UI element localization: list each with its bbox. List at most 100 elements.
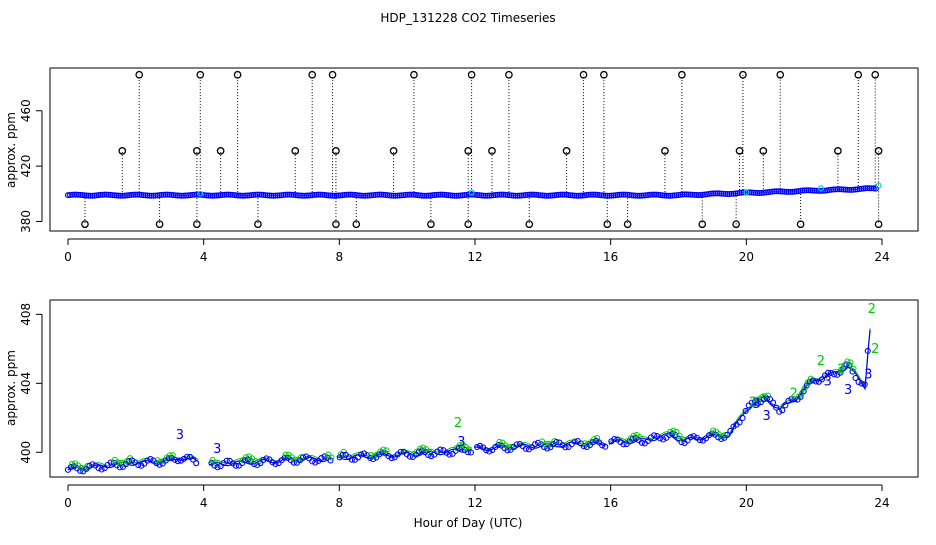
top-data-point (313, 191, 320, 198)
top-data-point (266, 192, 273, 199)
top-data-point (117, 192, 124, 199)
bottom-axes: 0 4 8 12 16 20 24 400 404 408 (19, 303, 890, 510)
top-data-point (769, 188, 776, 195)
bottom-data-point (156, 461, 163, 468)
top-data-point (862, 185, 869, 192)
top-data-point (740, 189, 747, 196)
spike-low-marker (796, 220, 805, 229)
spike-mid-marker (118, 147, 127, 155)
x-tick-label: 4 (200, 250, 208, 264)
top-data-point (174, 192, 181, 199)
bottom-data-point (327, 457, 334, 464)
top-data-point (728, 190, 735, 197)
top-data-point (250, 191, 257, 198)
bottom-data-point (339, 451, 346, 458)
bottom-data-point (531, 441, 539, 448)
spike-low-marker (427, 220, 435, 229)
marker-label-2: 2 (454, 416, 462, 431)
top-data-point (539, 192, 546, 199)
top-data-point (813, 187, 820, 194)
bottom-data-point (370, 456, 377, 463)
spike-low-marker (464, 220, 473, 229)
top-data-point (508, 192, 515, 199)
bottom-data-point (455, 445, 462, 452)
bottom-data-point (724, 431, 731, 438)
bottom-data-point (177, 457, 184, 464)
top-data-point (404, 191, 411, 198)
top-data-point (524, 191, 531, 198)
bottom-data-point (773, 404, 780, 411)
top-data-point (152, 192, 159, 199)
top-data-point (693, 192, 700, 199)
spike-mid-marker (291, 147, 300, 155)
top-data-point (651, 191, 658, 198)
bottom-data-point (211, 462, 218, 469)
top-data-point (178, 192, 185, 199)
top-data-point (421, 192, 428, 199)
top-data-point (746, 189, 753, 196)
top-data-point (718, 190, 725, 197)
bottom-data-point (473, 443, 481, 451)
bottom-data-point (357, 451, 365, 458)
top-data-point (528, 191, 535, 198)
top-data-point (687, 191, 694, 198)
marker-label-3: 3 (752, 397, 760, 412)
top-data-point (301, 192, 308, 199)
bottom-data-point (840, 365, 847, 372)
top-data-point (447, 192, 454, 199)
top-data-point (166, 191, 173, 198)
top-data-point (832, 186, 839, 193)
bottom-data-point (397, 448, 404, 455)
top-data-point (115, 192, 122, 199)
top-data-point (689, 191, 696, 198)
top-data-point (502, 191, 509, 198)
y-tick-label: 404 (19, 372, 33, 395)
bottom-data-point (193, 460, 200, 467)
top-data-point (649, 191, 656, 198)
bottom-plot-frame (49, 299, 919, 478)
bottom-data-point (602, 443, 609, 450)
top-data-point (585, 191, 592, 198)
chart-title: HDP_131228 CO2 Timeseries (380, 11, 555, 25)
spike-mid-marker (389, 147, 398, 155)
top-data-point (378, 191, 385, 198)
top-data-point (545, 192, 552, 199)
top-data-point (777, 188, 784, 195)
bottom-data-point (299, 454, 307, 461)
top-data-point (87, 192, 94, 199)
top-data-point (805, 187, 812, 194)
top-data-point (272, 192, 279, 199)
bottom-data-point (736, 419, 743, 426)
spike-high-marker (196, 70, 205, 79)
top-data-point (331, 192, 338, 199)
top-data-point (419, 192, 426, 199)
bottom-data-point (644, 437, 652, 445)
top-data-point (268, 192, 275, 199)
spike-high-marker (410, 70, 418, 79)
bottom-data-point-alt (548, 441, 555, 448)
top-data-point (561, 191, 568, 198)
marker-label-3: 3 (763, 409, 771, 424)
top-data-point (803, 187, 810, 194)
x-tick-label: 8 (336, 250, 344, 264)
bottom-data-point (522, 445, 529, 452)
bottom-data-point (825, 369, 832, 376)
top-data-point (577, 192, 584, 199)
top-data-point (237, 192, 244, 199)
top-data-point-alt (197, 190, 204, 197)
marker-label-2: 2 (837, 363, 845, 378)
bottom-data-point (126, 458, 133, 465)
top-data-point (817, 187, 824, 194)
spike-mid-marker (216, 147, 225, 155)
marker-label-3: 3 (824, 375, 832, 390)
bottom-data-point (553, 438, 560, 446)
top-data-point (380, 191, 387, 198)
bottom-data-point (260, 457, 267, 464)
top-data-point (573, 192, 580, 199)
top-data-point (376, 191, 383, 198)
bottom-data-point-alt (676, 432, 683, 439)
spike-high-marker (678, 70, 686, 79)
top-data-point (225, 191, 232, 198)
bottom-data-point (153, 460, 160, 467)
bottom-data-point (806, 378, 813, 385)
